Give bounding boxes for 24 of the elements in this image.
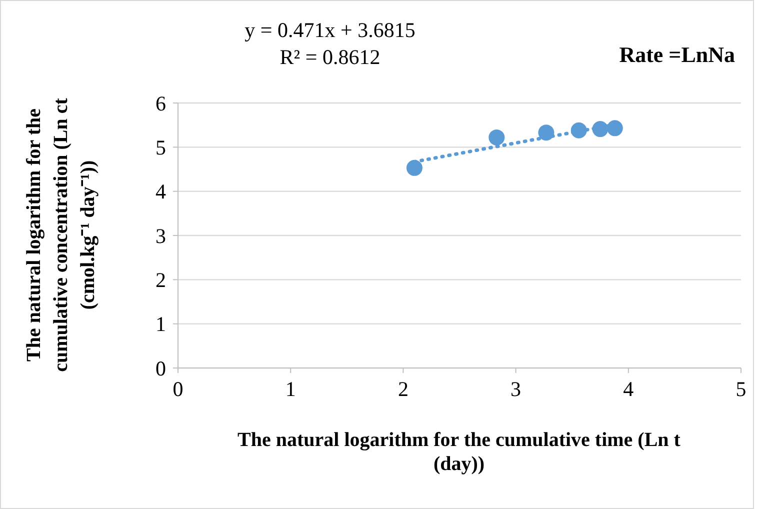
- x-axis-title: The natural logarithm for the cumulative time (Ln t (day)): [238, 429, 681, 475]
- point: [538, 124, 554, 141]
- y-tick-label: 4: [156, 180, 166, 204]
- y-axis-title: The natural logarithm for the cumulative concentration (Ln ct (cmol.kg⁻¹ day⁻¹)): [23, 98, 99, 372]
- x-tick-label: 1: [285, 377, 296, 401]
- point: [606, 120, 623, 136]
- text: y = 0.471x + 3.6815: [244, 18, 416, 42]
- point: [488, 129, 505, 146]
- y-tick-label: 1: [156, 312, 166, 336]
- point: [592, 121, 608, 138]
- point: [570, 122, 587, 138]
- x-tick-label: 4: [623, 377, 634, 401]
- y-tick-label: 2: [156, 268, 166, 292]
- text: R² = 0.8612: [280, 45, 380, 69]
- y-tick-label: 6: [156, 91, 166, 116]
- x-tick-label: 0: [172, 377, 184, 401]
- y-tick-label: 0: [156, 356, 166, 380]
- y-tick-label: 3: [156, 224, 166, 248]
- x-tick-label: 5: [736, 377, 746, 401]
- x-tick-label: 3: [510, 377, 522, 401]
- x-tick-label: 2: [398, 377, 408, 401]
- y-tick-label: 5: [156, 136, 166, 160]
- chart-title: Rate =LnNa: [619, 42, 735, 67]
- point: [406, 160, 422, 176]
